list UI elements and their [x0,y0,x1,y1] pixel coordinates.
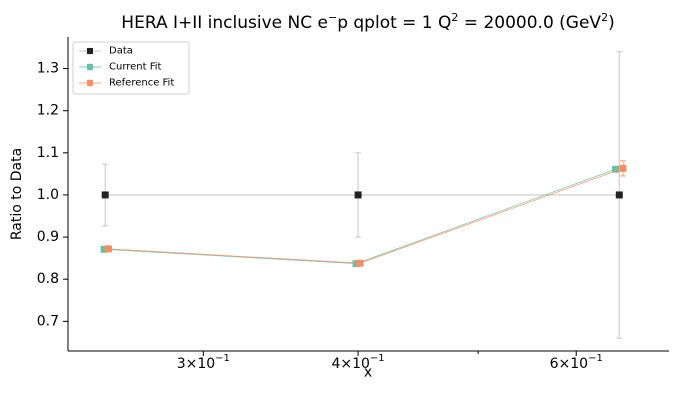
data-point [354,191,362,199]
data-point [612,165,620,173]
series-line [104,168,616,265]
data-point [104,245,112,253]
legend-marker [87,48,93,54]
x-tick-label: 4×10−1 [331,353,384,372]
legend-label: Current Fit [109,62,162,73]
series-reference-fit [104,160,627,267]
y-tick-label: 0.9 [37,229,59,245]
chart-title: HERA I+II inclusive NC e−p qplot = 1 Q2 … [121,11,614,33]
legend-item-data: Data [79,46,133,57]
legend-item-current-fit: Current Fit [79,62,162,73]
x-tick-label: 3×10−1 [177,353,230,372]
data-point [615,191,623,199]
data-point [619,164,627,172]
data-point [356,259,364,267]
y-tick-label: 1.2 [37,103,59,119]
data-point [352,260,360,268]
x-tick-label: 6×10−1 [550,353,603,372]
y-tick-label: 1.0 [37,187,59,203]
series-line [108,168,624,264]
legend-marker [87,80,93,86]
data-point [100,245,108,253]
y-tick-label: 1.1 [37,145,59,161]
legend-item-reference-fit: Reference Fit [79,78,174,89]
x-axis: 3×10−1 4×10−1 6×10−1 [177,351,603,372]
y-axis-label: Ratio to Data [9,148,25,240]
legend-label: Data [109,46,133,57]
plot-area [100,51,627,339]
legend-frame [72,41,190,95]
y-tick-label: 1.3 [37,61,59,77]
x-axis-label: x [364,365,372,381]
series-data [101,51,623,339]
legend-marker [87,64,93,70]
data-point [101,191,109,199]
y-axis: 0.7 0.8 0.9 1.0 1.1 1.2 1.3 [37,61,68,329]
y-tick-label: 0.7 [37,313,59,329]
y-tick-label: 0.8 [37,271,59,287]
legend-label: Reference Fit [109,78,174,89]
series-current-fit [100,165,620,268]
legend: Data Current Fit Reference Fit [72,41,190,95]
